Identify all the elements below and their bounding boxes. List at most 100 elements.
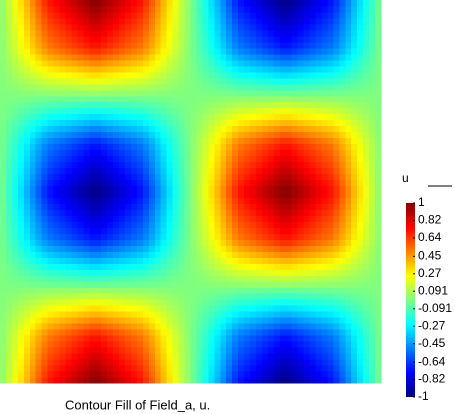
contour-cell xyxy=(351,275,358,282)
contour-cell xyxy=(35,341,43,348)
contour-cell xyxy=(166,203,174,210)
contour-cell xyxy=(178,143,186,151)
contour-cell xyxy=(148,203,156,210)
contour-cell xyxy=(113,353,120,360)
contour-cell xyxy=(273,227,281,234)
contour-cell xyxy=(190,65,197,73)
contour-cell xyxy=(363,185,370,192)
contour-cell xyxy=(202,377,209,384)
contour-cell xyxy=(178,191,186,198)
contour-cell xyxy=(148,5,156,13)
contour-cell xyxy=(261,347,269,354)
contour-cell xyxy=(172,41,180,49)
contour-cell xyxy=(190,83,197,91)
contour-cell xyxy=(303,239,311,246)
contour-cell xyxy=(273,275,281,282)
contour-cell xyxy=(47,221,55,228)
contour-cell xyxy=(160,329,168,336)
contour-cell xyxy=(226,341,233,348)
contour-cell xyxy=(214,329,221,336)
contour-cell xyxy=(41,95,49,103)
contour-cell xyxy=(327,317,334,324)
contour-cell xyxy=(220,29,227,37)
contour-cell xyxy=(196,155,203,163)
contour-cell xyxy=(202,95,209,103)
contour-cell xyxy=(214,203,221,210)
contour-cell xyxy=(89,377,96,384)
contour-cell xyxy=(23,317,31,324)
contour-cell xyxy=(107,131,114,139)
contour-cell xyxy=(142,149,150,157)
contour-cell xyxy=(184,239,191,246)
contour-cell xyxy=(65,215,72,222)
contour-cell xyxy=(244,173,251,181)
contour-cell xyxy=(315,371,322,378)
contour-cell xyxy=(83,377,90,384)
contour-cell xyxy=(5,155,13,163)
contour-cell xyxy=(53,371,61,378)
contour-cell xyxy=(261,23,269,31)
contour-cell xyxy=(261,197,269,204)
contour-cell xyxy=(154,101,162,109)
contour-cell xyxy=(232,275,239,282)
contour-cell xyxy=(17,161,25,169)
contour-cell xyxy=(17,0,25,7)
contour-cell xyxy=(226,167,233,175)
contour-cell xyxy=(357,287,364,294)
contour-cell xyxy=(297,53,305,61)
contour-cell xyxy=(83,305,90,312)
contour-cell xyxy=(29,209,37,216)
contour-cell xyxy=(226,347,233,354)
contour-cell xyxy=(214,377,221,384)
contour-cell xyxy=(172,23,180,31)
contour-cell xyxy=(160,335,168,342)
contour-cell xyxy=(333,269,340,276)
contour-cell xyxy=(220,281,227,288)
contour-cell xyxy=(0,311,7,318)
contour-cell xyxy=(160,41,168,49)
contour-cell xyxy=(113,227,120,234)
contour-cell xyxy=(297,65,305,73)
contour-cell xyxy=(184,215,191,222)
contour-cell xyxy=(220,125,227,133)
contour-cell xyxy=(166,119,174,127)
contour-cell xyxy=(95,269,102,276)
contour-cell xyxy=(339,197,346,204)
contour-cell xyxy=(154,305,162,312)
contour-cell xyxy=(279,239,287,246)
contour-cell xyxy=(178,203,186,210)
contour-cell xyxy=(113,263,120,270)
contour-cell xyxy=(53,179,61,187)
contour-cell xyxy=(273,311,281,318)
contour-cell xyxy=(59,305,66,312)
contour-cell xyxy=(285,155,293,163)
contour-cell xyxy=(208,11,215,19)
contour-cell xyxy=(178,71,186,79)
contour-cell xyxy=(65,293,72,300)
contour-cell xyxy=(244,119,251,127)
contour-cell xyxy=(113,143,120,151)
contour-cell xyxy=(5,275,13,282)
contour-cell xyxy=(214,5,221,13)
contour-cell xyxy=(160,239,168,246)
contour-cell xyxy=(130,53,138,61)
contour-cell xyxy=(95,359,102,366)
contour-cell xyxy=(172,53,180,61)
contour-cell xyxy=(232,305,239,312)
contour-cell xyxy=(226,335,233,342)
contour-cell xyxy=(59,71,66,79)
contour-cell xyxy=(345,0,352,7)
contour-cell xyxy=(285,137,293,145)
contour-cell xyxy=(59,191,66,198)
contour-cell xyxy=(279,119,287,127)
contour-cell xyxy=(214,113,221,121)
contour-cell xyxy=(273,215,281,222)
contour-cell xyxy=(351,245,358,252)
contour-cell xyxy=(369,71,376,79)
contour-cell xyxy=(297,185,305,192)
contour-cell xyxy=(89,359,96,366)
contour-cell xyxy=(71,23,78,31)
contour-cell xyxy=(17,257,25,264)
contour-cell xyxy=(357,131,364,139)
contour-cell xyxy=(65,353,72,360)
